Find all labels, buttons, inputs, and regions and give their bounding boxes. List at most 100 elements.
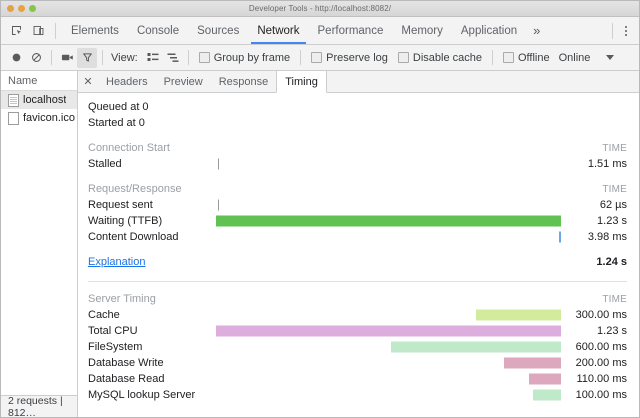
tab-preview-label: Preview [163, 75, 203, 88]
tab-network[interactable]: Network [248, 17, 308, 44]
preserve-log-checkbox[interactable]: Preserve log [311, 52, 388, 64]
device-toolbar-icon[interactable] [27, 20, 49, 42]
tab-preview[interactable]: Preview [156, 71, 211, 92]
list-view-icon[interactable] [143, 48, 163, 68]
tab-performance[interactable]: Performance [309, 17, 393, 44]
tab-headers-label: Headers [106, 75, 148, 88]
timing-row-label: Cache [88, 309, 120, 321]
timing-row-time: 1.51 ms [587, 158, 627, 170]
request-row-favicon[interactable]: favicon.ico [1, 109, 77, 127]
close-icon[interactable]: ✕ [83, 76, 93, 88]
waterfall-view-icon[interactable] [163, 48, 183, 68]
screenshot-camera-icon[interactable] [57, 48, 77, 68]
timing-bar [533, 389, 561, 401]
window-controls [1, 5, 36, 12]
tab-network-label: Network [257, 24, 300, 37]
timing-row-label: FileSystem [88, 341, 143, 353]
disable-cache-box[interactable] [397, 52, 409, 63]
started-label: Started at 0 [88, 117, 145, 129]
requests-name-header[interactable]: Name [1, 71, 77, 91]
requests-status-bar: 2 requests | 812… [1, 395, 77, 417]
timing-row-time: 600.00 ms [575, 341, 627, 353]
offline-checkbox[interactable]: Offline [502, 51, 550, 64]
document-icon [8, 93, 19, 107]
request-row-localhost[interactable]: localhost [1, 91, 77, 109]
timing-row-label: Total CPU [88, 325, 138, 337]
toolbar-divider-right [612, 22, 613, 39]
more-tabs-button[interactable]: » [526, 17, 547, 44]
timing-bar [390, 341, 561, 353]
timing-row-label: Waiting (TTFB) [88, 215, 163, 227]
tab-memory[interactable]: Memory [392, 17, 452, 44]
timing-row-bars [216, 387, 561, 403]
chevron-down-icon[interactable] [606, 55, 615, 60]
offline-label: Offline [517, 51, 550, 64]
record-icon[interactable] [6, 48, 26, 68]
timing-row-time: 200.00 ms [575, 357, 627, 369]
timing-row-label: Database Read [88, 373, 165, 385]
timing-row-bars [216, 371, 561, 387]
timing-bar [504, 357, 561, 369]
timing-row-label: Stalled [88, 158, 122, 170]
section-divider [88, 281, 627, 282]
offline-box[interactable] [502, 52, 514, 63]
group-by-frame-box[interactable] [198, 52, 210, 63]
tab-elements[interactable]: Elements [62, 17, 128, 44]
tab-headers[interactable]: Headers [98, 71, 156, 92]
section-bars-spacer [216, 291, 561, 307]
devtools-tab-bar: Elements Console Sources Network Perform… [1, 17, 639, 45]
timing-bar [558, 231, 561, 243]
detail-pane: ✕ Headers Preview Response Timing Queued… [78, 71, 639, 417]
minimize-window-button[interactable] [18, 5, 25, 12]
server-timing-row-total-cpu: Total CPU 1.23 s [78, 323, 639, 339]
timing-row-time: 62 µs [599, 199, 627, 211]
preserve-log-box[interactable] [311, 52, 323, 63]
server-timing-row-mysql-lookup: MySQL lookup Server 100.00 ms [78, 387, 639, 403]
network-toolbar: View: Group by frame Preserve log [1, 45, 639, 71]
tab-performance-label: Performance [317, 24, 384, 37]
timing-row-waiting-ttfb: Waiting (TTFB) 1.23 s [78, 213, 639, 229]
toolbar-divider-1 [51, 50, 52, 65]
disable-cache-checkbox[interactable]: Disable cache [397, 52, 482, 64]
queued-label: Queued at 0 [88, 101, 149, 113]
close-window-button[interactable] [7, 5, 14, 12]
started-row: Started at 0 [78, 115, 639, 131]
clear-icon[interactable] [26, 48, 46, 68]
timing-row-label: Database Write [88, 357, 164, 369]
section-header-server-timing: Server Timing TIME [78, 291, 639, 307]
time-column-header: TIME [602, 183, 627, 195]
time-column-header: TIME [602, 142, 627, 154]
timing-row-time: 300.00 ms [575, 309, 627, 321]
tab-console[interactable]: Console [128, 17, 188, 44]
body-split: Name localhost favicon.ico 2 requests | … [1, 71, 639, 417]
zoom-window-button[interactable] [29, 5, 36, 12]
timing-row-bars [216, 156, 561, 172]
filter-funnel-icon[interactable] [77, 47, 97, 68]
group-by-frame-label: Group by frame [213, 51, 291, 64]
tab-timing-label: Timing [285, 75, 318, 88]
timing-row-bars [216, 355, 561, 371]
title-bar: Developer Tools - http://localhost:8082/ [1, 1, 639, 17]
tab-sources[interactable]: Sources [188, 17, 248, 44]
timing-row-time: 3.98 ms [587, 231, 627, 243]
tab-timing[interactable]: Timing [276, 71, 327, 93]
tab-application[interactable]: Application [452, 17, 526, 44]
preserve-log-label: Preserve log [326, 51, 388, 64]
timing-row-content-download: Content Download 3.98 ms [78, 229, 639, 245]
throttling-value[interactable]: Online [558, 51, 591, 64]
inspect-element-icon[interactable] [5, 20, 27, 42]
explanation-link[interactable]: Explanation [88, 256, 146, 268]
requests-list: localhost favicon.ico [1, 91, 77, 395]
timing-bar [216, 325, 561, 337]
tab-response[interactable]: Response [211, 71, 277, 92]
timing-row-bars [216, 213, 561, 229]
timing-bar [217, 199, 219, 211]
kebab-menu-icon[interactable] [619, 25, 635, 36]
group-by-frame-checkbox[interactable]: Group by frame [198, 51, 291, 64]
toolbar-divider-3 [187, 50, 189, 65]
toolbar-divider-2 [102, 50, 103, 65]
window-title: Developer Tools - http://localhost:8082/ [248, 4, 392, 13]
view-label: View: [111, 51, 138, 64]
timing-row-time: 110.00 ms [576, 373, 627, 385]
tab-memory-label: Memory [401, 24, 443, 37]
